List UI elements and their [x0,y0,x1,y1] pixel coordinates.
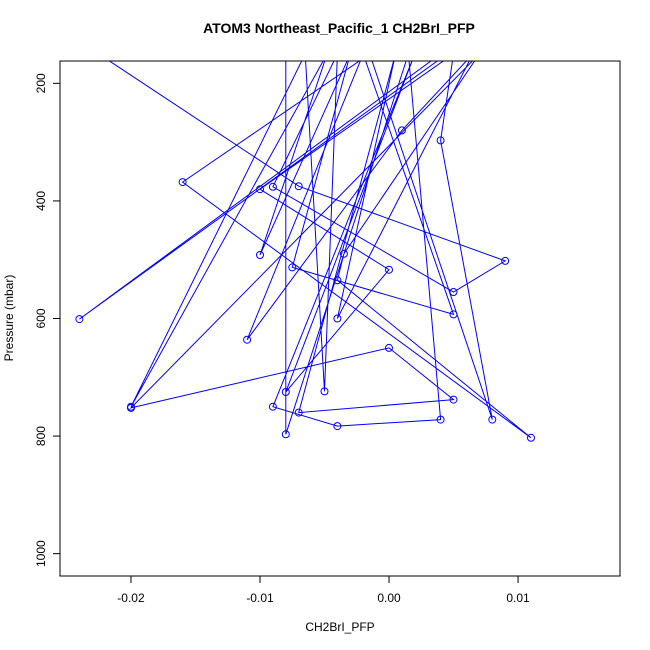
data-point [449,395,458,404]
chart-title: ATOM3 Northeast_Pacific_1 CH2BrI_PFP [203,20,475,36]
data-point [334,50,341,57]
data-point [127,403,135,412]
data-point [281,388,290,396]
x-axis: -0.02 -0.01 0.00 0.01 [117,575,530,605]
data-point [328,50,335,57]
data-point [436,415,445,424]
data-point [411,50,418,57]
data-point [256,251,264,259]
data-point [366,50,373,57]
series-line [79,61,532,439]
data-point [340,50,347,57]
data-point [444,50,451,57]
data-point [268,402,277,411]
data-point [324,50,331,57]
data-point [397,126,406,135]
data-point [385,343,393,352]
data-point [339,249,348,258]
data-point [333,314,342,323]
y-tick-label: 200 [34,73,48,93]
data-point [385,265,393,274]
data-point [178,178,187,187]
data-point [256,185,264,194]
data-point [268,182,277,191]
x-tick-label: -0.02 [117,591,145,605]
data-point [405,50,412,57]
data-point [333,276,342,285]
data-point [469,50,476,57]
data-point [294,182,303,191]
x-tick-label: 0.00 [377,591,401,605]
data-point [288,263,297,272]
plot-area [75,50,535,442]
data-point [263,50,270,57]
data-point [501,256,510,265]
data-point [281,430,290,439]
data-point [398,50,405,57]
x-axis-label: CH2BrI_PFP [305,620,374,634]
data-point [289,50,296,57]
data-point [488,415,497,424]
data-point [450,50,457,57]
y-tick-label: 1000 [34,540,48,567]
data-point [437,50,444,57]
x-tick-label: 0.01 [506,591,530,605]
data-point [449,310,458,319]
plot-frame [59,60,621,577]
data-point [476,50,483,57]
x-tick-label: -0.01 [246,591,274,605]
y-axis-label: Pressure (mbar) [2,275,16,362]
data-point [527,433,535,442]
data-point [333,422,342,431]
y-tick-label: 600 [34,308,48,328]
data-point [302,50,309,57]
data-point [95,50,102,57]
data-point [392,50,399,57]
data-point [360,50,367,57]
data-point [436,136,445,145]
data-point [75,315,84,324]
y-tick-label: 400 [34,191,48,211]
y-tick-label: 800 [34,426,48,446]
data-point [449,288,458,296]
data-point [243,335,252,344]
data-point [282,50,289,57]
data-point [320,387,329,396]
data-point [294,408,303,417]
y-axis: 200 400 600 800 1000 [34,73,61,567]
data-point [347,50,354,57]
